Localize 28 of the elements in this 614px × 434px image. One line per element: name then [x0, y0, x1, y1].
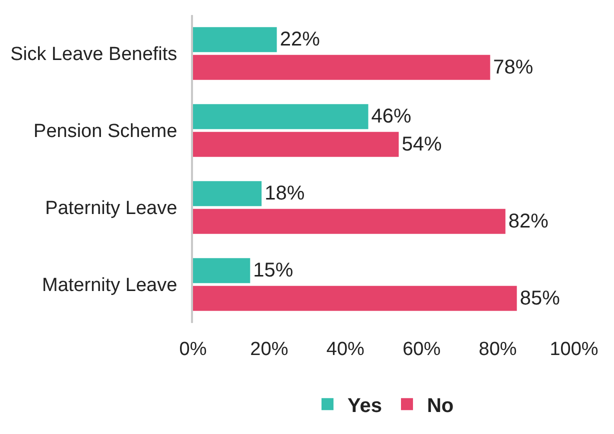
data-label: 15% — [253, 260, 294, 282]
y-tick-label: Sick Leave Benefits — [10, 44, 178, 66]
bar — [193, 27, 277, 52]
bar — [193, 258, 250, 284]
legend-label: No — [426, 394, 454, 417]
legend-label: Yes — [348, 394, 382, 417]
x-tick-label: 60% — [402, 339, 441, 360]
data-label: 54% — [402, 133, 442, 156]
x-tick-label: 40% — [326, 339, 365, 360]
data-label: 18% — [264, 182, 305, 205]
x-tick-label: 80% — [478, 339, 517, 360]
y-tick-label: Pension Scheme — [34, 121, 178, 142]
data-label: 85% — [520, 287, 560, 310]
data-label: 82% — [508, 210, 549, 232]
bar — [193, 132, 399, 157]
bar — [193, 104, 368, 130]
x-tick-label: 20% — [250, 339, 288, 360]
bar — [193, 208, 506, 234]
x-tick-label: 100% — [550, 339, 598, 360]
y-tick-label: Maternity Leave — [42, 275, 178, 296]
data-label: 78% — [493, 56, 534, 78]
bar — [193, 181, 262, 206]
y-tick-label: Paternity Leave — [45, 198, 178, 220]
x-tick-label: 0% — [179, 339, 207, 360]
data-label: 46% — [371, 106, 412, 128]
bar — [193, 54, 490, 80]
bar — [193, 286, 517, 311]
data-label: 22% — [280, 28, 320, 51]
